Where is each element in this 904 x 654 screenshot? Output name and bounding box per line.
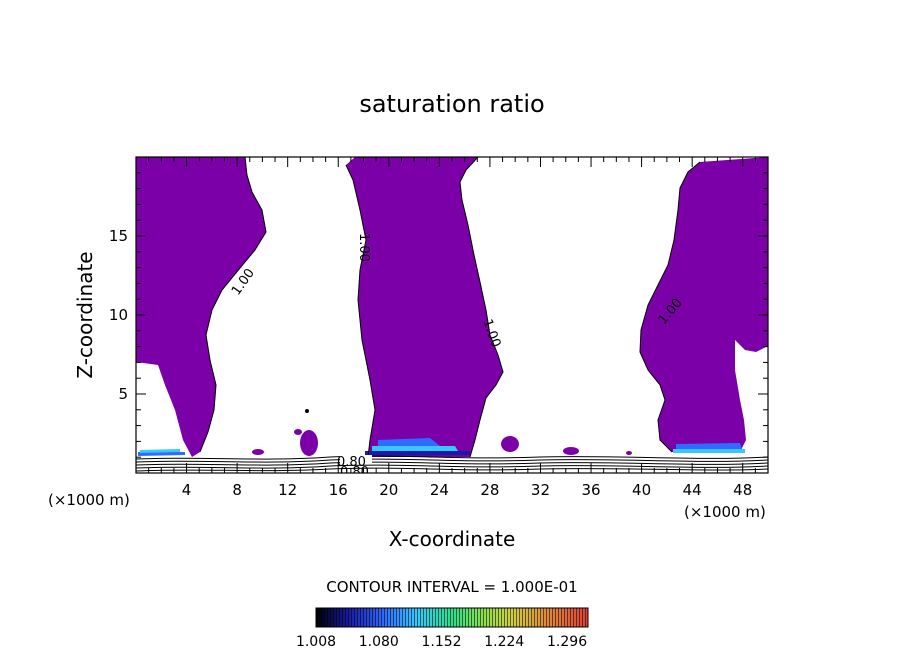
colorbar-frame [315, 607, 589, 628]
y-axis: 5 10 15 [109, 172, 768, 458]
x-tick-label: 16 [329, 481, 348, 499]
cell-x39 [626, 451, 632, 455]
saturation-region-west-edge [136, 362, 158, 430]
contour-label-low-1: 0.80 [337, 455, 366, 470]
contour-interval-label: CONTOUR INTERVAL = 1.000E-01 [326, 578, 577, 596]
saturation-region-central [346, 157, 503, 457]
colorbar-labels: 1.008 1.080 1.152 1.224 1.296 [296, 634, 587, 650]
y-axis-label: Z-coordinate [73, 251, 97, 378]
colorbar-tick-label: 1.080 [359, 634, 399, 650]
colorbar-tick-label: 1.008 [296, 634, 336, 650]
saturation-region-east-gap [742, 360, 768, 405]
y-tick-label: 5 [118, 385, 128, 403]
cell-x14 [300, 430, 318, 456]
colorbar-tick-label: 1.224 [484, 634, 524, 650]
cell-x34 [563, 447, 579, 455]
saturation-region-east [640, 157, 768, 452]
high-saturation-band-central-mid [378, 438, 440, 446]
chart-title: saturation ratio [359, 90, 544, 118]
cell-x13-dot [305, 409, 309, 413]
x-unit-left: (×1000 m) [48, 491, 130, 509]
x-tick-label: 36 [581, 481, 600, 499]
contour-lines-1-00 [199, 157, 701, 458]
high-saturation-band-west [138, 452, 185, 456]
high-saturation-band-east [673, 449, 745, 453]
x-tick-label: 8 [232, 481, 242, 499]
colorbar-tick-label: 1.296 [547, 634, 587, 650]
x-tick-label: 48 [733, 481, 752, 499]
saturation-region-west [136, 157, 266, 457]
colorbar-stripes [316, 608, 588, 627]
x-tick-label: 40 [632, 481, 651, 499]
x-tick-label: 4 [182, 481, 192, 499]
high-saturation-band-central [365, 451, 470, 456]
x-tick-label: 20 [379, 481, 398, 499]
contour-label-central-top: 1.00 [356, 233, 371, 262]
x-unit-right: (×1000 m) [684, 503, 766, 521]
high-saturation-band-central-core [372, 446, 458, 451]
x-tick-label: 28 [480, 481, 499, 499]
x-axis-label: X-coordinate [389, 527, 516, 551]
colorbar-tick-label: 1.152 [421, 634, 461, 650]
contour-label-bg [340, 455, 372, 464]
plot-field: 1.00 1.00 1.00 1.00 0.80 0.80 [136, 157, 768, 480]
contour-label-low-2: 0.80 [340, 465, 369, 480]
y-tick-label: 10 [109, 306, 128, 324]
x-tick-label: 44 [683, 481, 702, 499]
cell-x10 [252, 449, 264, 455]
x-tick-label: 12 [278, 481, 297, 499]
x-tick-label: 24 [430, 481, 449, 499]
cell-x13 [294, 429, 302, 435]
high-saturation-band-west-core [140, 449, 180, 453]
x-tick-label: 32 [531, 481, 550, 499]
cell-x29 [501, 436, 519, 452]
x-axis: 4 8 12 16 20 24 28 32 36 40 44 48 [148, 157, 756, 499]
high-saturation-band-east-mid [676, 443, 742, 449]
y-tick-label: 15 [109, 227, 128, 245]
